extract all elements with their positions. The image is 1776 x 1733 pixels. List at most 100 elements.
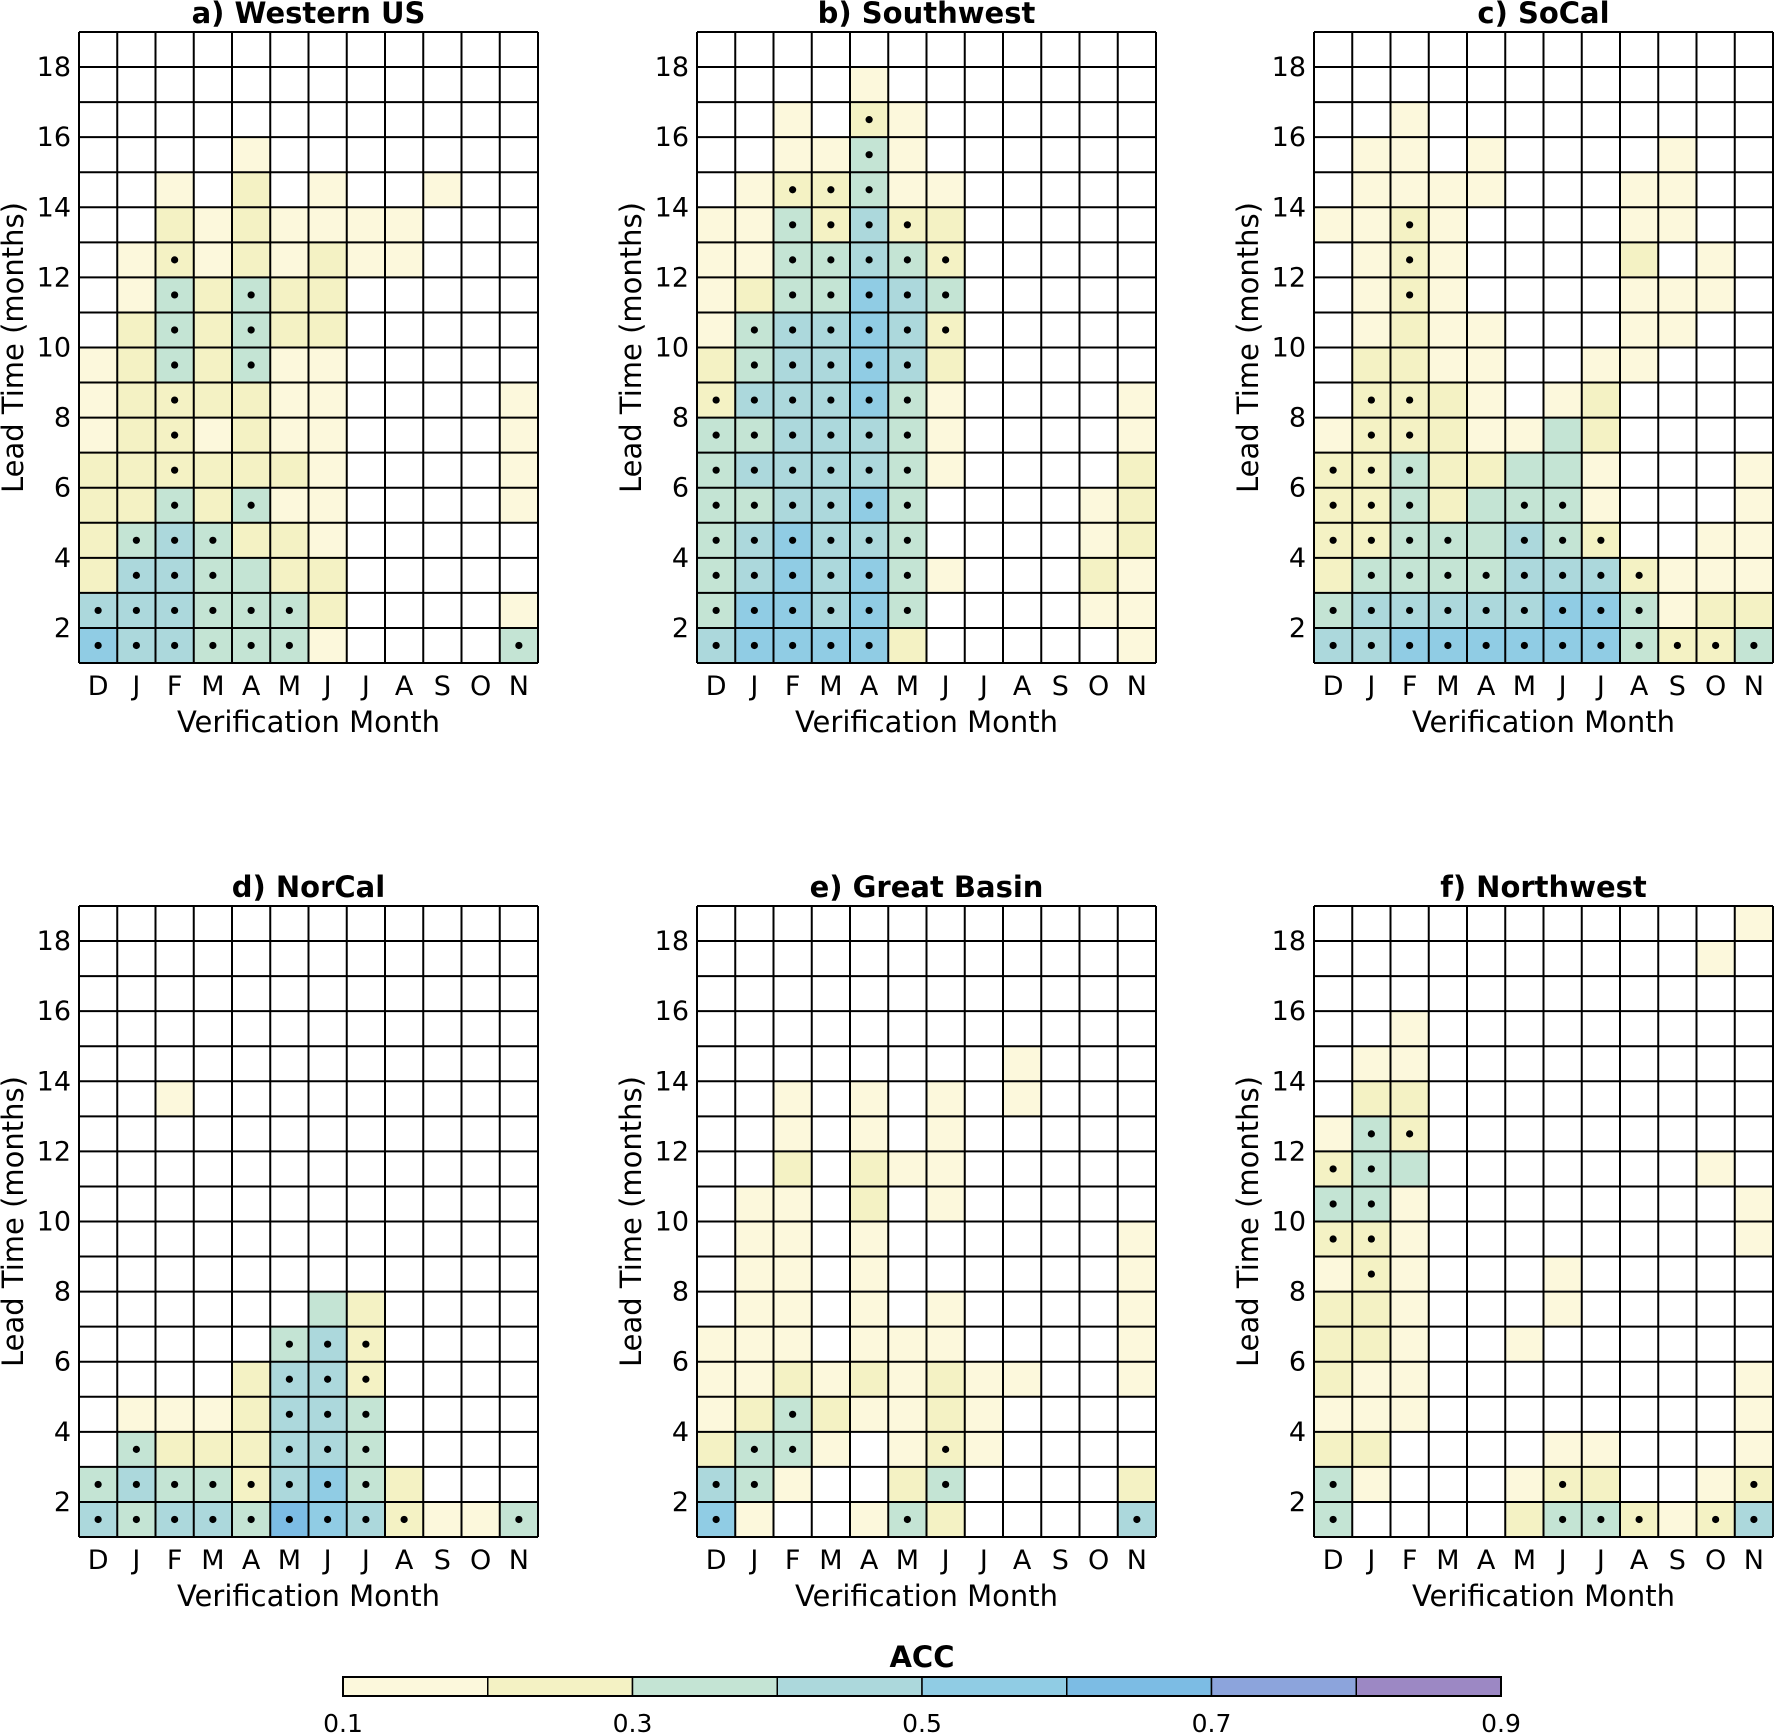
heatmap-cell (1505, 1256, 1544, 1292)
heatmap-cell (346, 312, 385, 348)
significance-dot (1367, 1130, 1375, 1138)
heatmap-cell (270, 382, 309, 418)
significance-dot (712, 466, 720, 474)
x-tick-label: M (896, 1545, 919, 1576)
significance-dot (209, 1480, 217, 1489)
heatmap-cell (1041, 1116, 1080, 1152)
heatmap-cell (79, 417, 118, 453)
significance-dot (750, 606, 758, 615)
heatmap-cell (1079, 312, 1118, 348)
heatmap-cell (270, 417, 309, 453)
significance-dot (285, 1375, 293, 1383)
significance-dot (362, 1515, 370, 1524)
heatmap-cell (423, 1116, 462, 1152)
x-tick-label: J (748, 1545, 758, 1576)
y-tick-label: 8 (1289, 1277, 1306, 1308)
significance-dot (712, 536, 720, 544)
heatmap-cell (79, 1046, 118, 1082)
heatmap-cell (1003, 102, 1042, 138)
heatmap-cell (1581, 137, 1620, 173)
heatmap-cell (79, 1291, 118, 1327)
heatmap-cell (964, 1186, 1003, 1222)
heatmap-cell (499, 1221, 538, 1257)
y-tick-label: 12 (655, 262, 689, 293)
heatmap-cell (1505, 67, 1544, 103)
significance-dot (362, 1375, 370, 1383)
y-tick-label: 16 (1272, 996, 1306, 1027)
significance-dot (865, 396, 873, 404)
heatmap-cell (1505, 976, 1544, 1012)
significance-dot (285, 1480, 293, 1489)
heatmap-cell (1390, 1256, 1429, 1292)
heatmap-cell (964, 487, 1003, 523)
y-tick-label: 2 (672, 1487, 689, 1518)
significance-dot (1559, 571, 1567, 579)
heatmap-cell (697, 172, 736, 208)
significance-dot (903, 221, 911, 229)
heatmap-cell (888, 172, 927, 208)
heatmap-cell (1620, 242, 1659, 278)
heatmap-cell (232, 557, 271, 593)
heatmap-cell (117, 207, 156, 243)
significance-dot (827, 641, 835, 650)
heatmap-cell (117, 242, 156, 278)
heatmap-cell (461, 172, 500, 208)
significance-dot (865, 116, 873, 124)
significance-dot (1329, 1515, 1337, 1524)
heatmap-cell (1117, 137, 1156, 173)
heatmap-cell (79, 137, 118, 173)
heatmap-cell (1543, 277, 1582, 313)
heatmap-cell (1428, 976, 1467, 1012)
heatmap-cell (1620, 102, 1659, 138)
x-tick-label: O (1705, 1545, 1726, 1576)
heatmap-cell (926, 487, 965, 523)
heatmap-cell (1390, 172, 1429, 208)
heatmap-cell (1696, 941, 1735, 977)
significance-dot (132, 1480, 140, 1489)
heatmap-cell (1428, 172, 1467, 208)
y-tick-label: 14 (37, 192, 71, 223)
significance-dot (1367, 396, 1375, 404)
heatmap-cell (1041, 1361, 1080, 1397)
heatmap-cell (1581, 976, 1620, 1012)
heatmap-cell (1041, 417, 1080, 453)
heatmap-cell (1428, 347, 1467, 383)
heatmap-cell (1041, 627, 1080, 663)
heatmap-cell (461, 207, 500, 243)
x-tick-label: A (395, 671, 414, 702)
heatmap-cell (1041, 1501, 1080, 1537)
heatmap-cell (697, 312, 736, 348)
heatmap-cell (423, 592, 462, 628)
y-tick-label: 14 (1272, 1066, 1306, 1097)
heatmap-cell (1467, 1396, 1506, 1432)
heatmap-cell (385, 242, 424, 278)
x-tick-label: J (322, 671, 332, 702)
y-tick-label: 8 (54, 1277, 71, 1308)
significance-dot (1367, 466, 1375, 474)
significance-dot (942, 1480, 950, 1489)
heatmap-cell (232, 242, 271, 278)
heatmap-cell (1428, 906, 1467, 942)
heatmap-cell (1041, 207, 1080, 243)
significance-dot (1597, 641, 1605, 650)
heatmap-cell (1390, 1326, 1429, 1362)
heatmap-cell (499, 242, 538, 278)
heatmap-cell (1543, 1011, 1582, 1047)
significance-dot (1559, 1515, 1567, 1524)
heatmap-cell (232, 382, 271, 418)
heatmap-cell (1079, 277, 1118, 313)
heatmap-cell (1079, 976, 1118, 1012)
heatmap-cell (1658, 382, 1697, 418)
heatmap-cell (79, 242, 118, 278)
heatmap-cell (423, 906, 462, 942)
significance-dot (171, 1515, 179, 1524)
heatmap-cell (499, 417, 538, 453)
significance-dot (1329, 536, 1337, 544)
heatmap-cell (964, 172, 1003, 208)
heatmap-cell (888, 102, 927, 138)
heatmap-cell (1041, 1396, 1080, 1432)
heatmap-cell (155, 67, 194, 103)
y-tick-label: 12 (37, 262, 71, 293)
heatmap-cell (193, 1396, 232, 1432)
x-tick-label: N (509, 671, 529, 702)
